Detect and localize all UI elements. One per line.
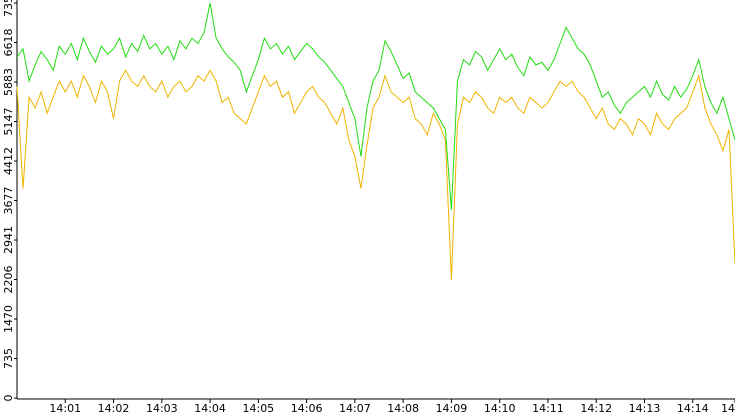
series-line xyxy=(16,69,735,280)
x-tick-label: 14 xyxy=(721,402,735,415)
x-tick-label: 14:09 xyxy=(436,402,468,415)
y-tick-label: 7354 xyxy=(2,0,15,17)
y-tick-label: 735 xyxy=(2,348,15,369)
x-tick-label: 14:13 xyxy=(629,402,661,415)
x-tick-label: 14:03 xyxy=(146,402,178,415)
x-tick-label: 14:12 xyxy=(580,402,612,415)
x-tick-label: 14:05 xyxy=(242,402,274,415)
x-tick-label: 14:04 xyxy=(194,402,226,415)
y-tick-label: 6618 xyxy=(2,29,15,57)
series-line xyxy=(16,2,735,211)
y-tick-label: 5147 xyxy=(2,108,15,136)
x-tick-label: 14:06 xyxy=(291,402,323,415)
x-tick-label: 14:14 xyxy=(677,402,709,415)
x-tick-label: 14:01 xyxy=(49,402,81,415)
y-tick-label: 1470 xyxy=(2,305,15,333)
y-tick-label: 2941 xyxy=(2,226,15,254)
x-tick-label: 14:08 xyxy=(387,402,419,415)
x-tick-label: 14:10 xyxy=(484,402,516,415)
y-tick-label: 2206 xyxy=(2,266,15,294)
y-tick-label: 5883 xyxy=(2,68,15,96)
x-tick-label: 14:07 xyxy=(339,402,371,415)
y-tick-label: 0 xyxy=(2,395,15,402)
y-tick-label: 4412 xyxy=(2,147,15,175)
x-tick-label: 14:11 xyxy=(532,402,564,415)
x-tick-label: 14:02 xyxy=(98,402,130,415)
y-tick-label: 3677 xyxy=(2,187,15,215)
